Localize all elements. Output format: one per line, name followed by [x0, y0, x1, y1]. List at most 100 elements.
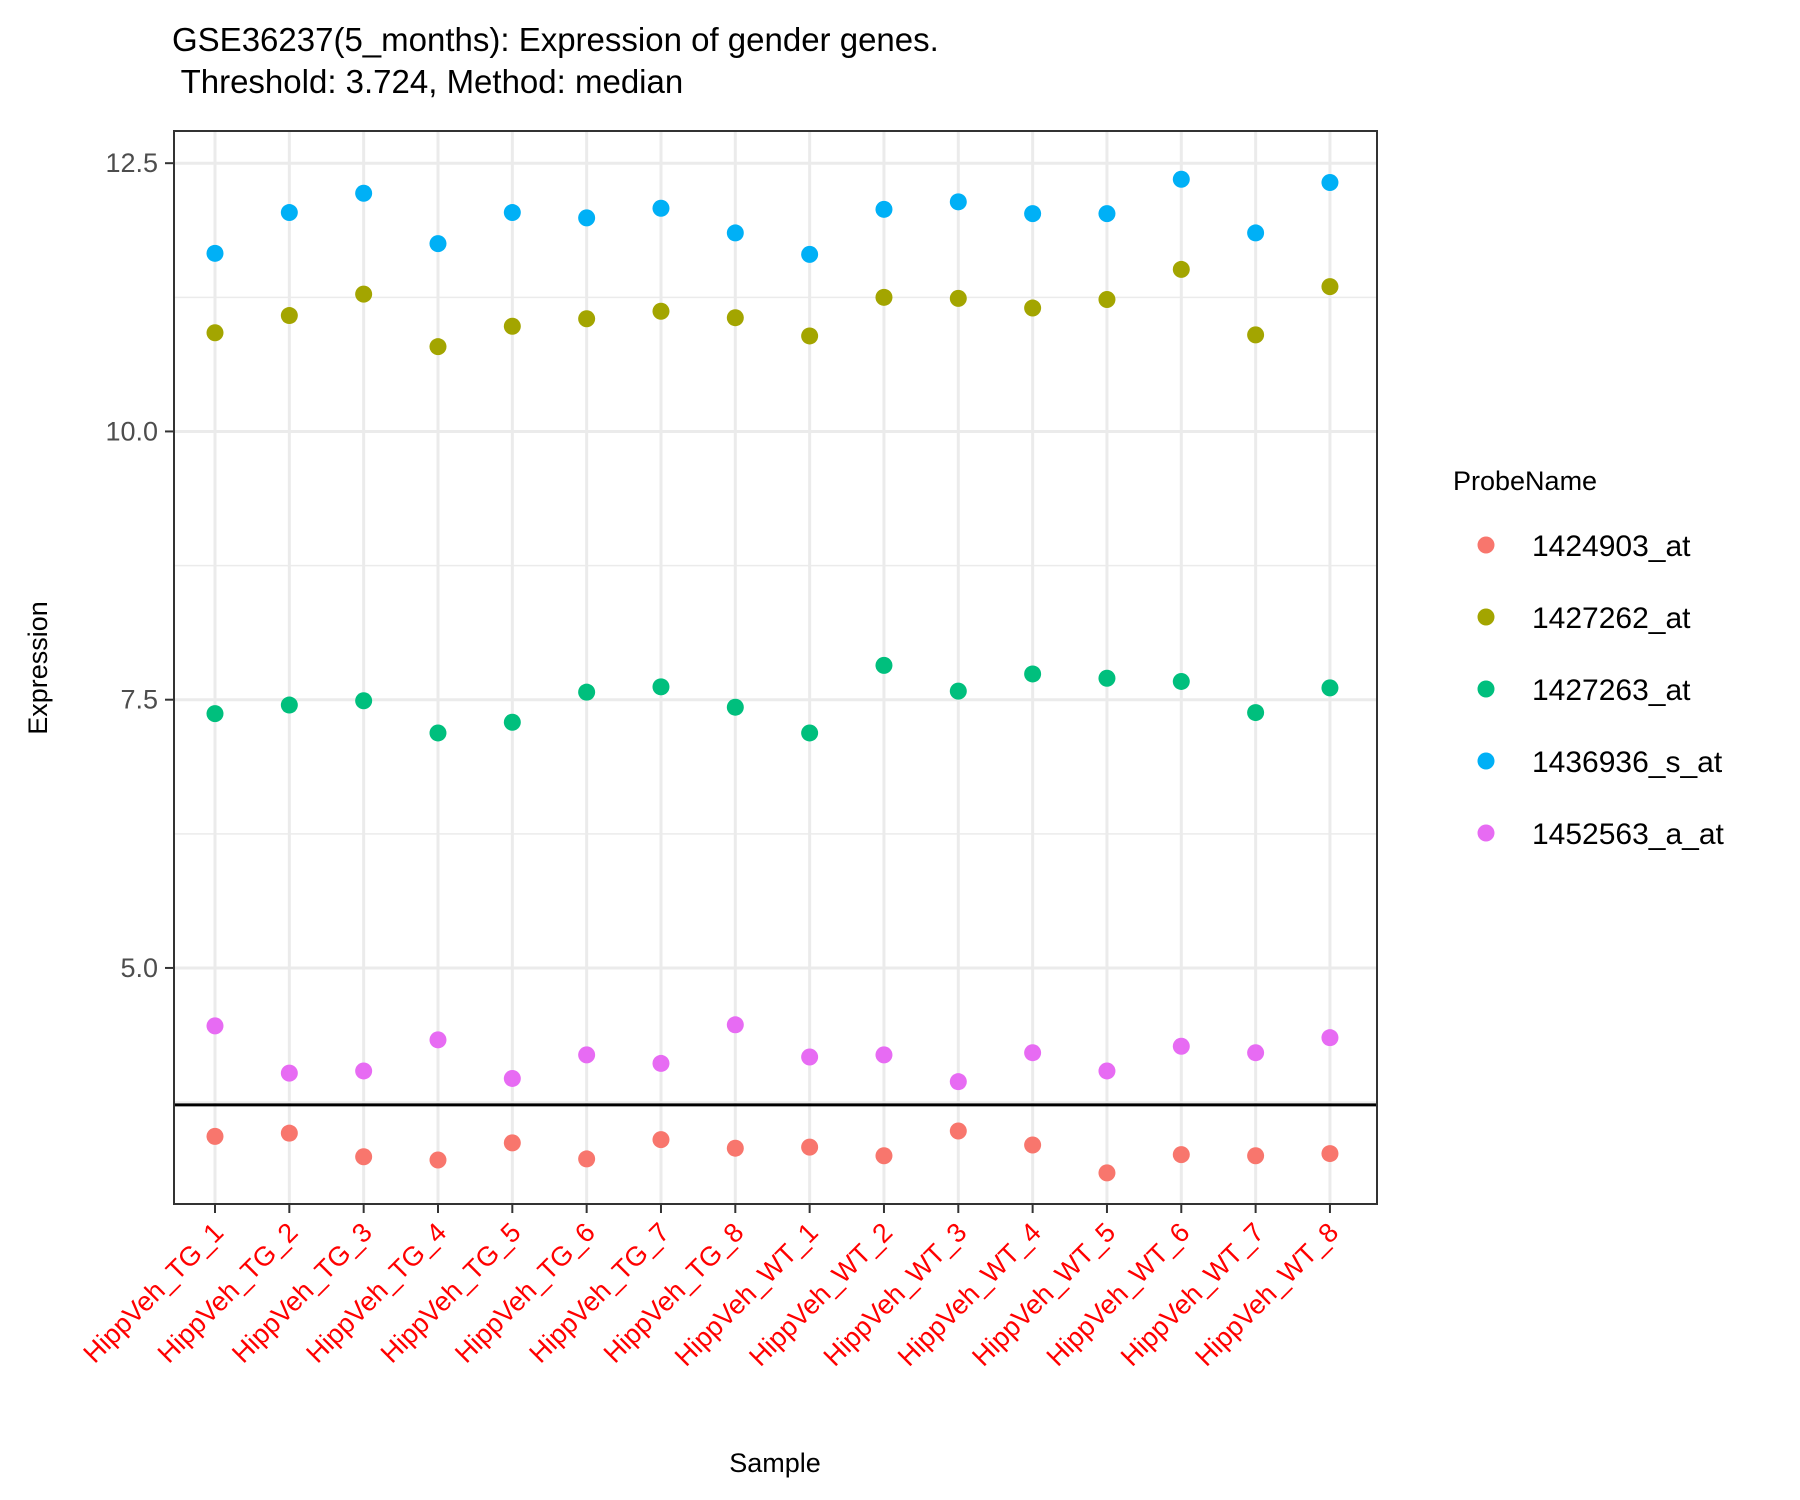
data-point: [1024, 1044, 1042, 1062]
y-axis: 5.0 7.5 10.0 12.5: [105, 148, 174, 983]
y-tick-label: 12.5: [105, 148, 158, 178]
data-point: [1098, 1062, 1116, 1080]
y-tick-label: 7.5: [120, 685, 158, 715]
data-point: [578, 1046, 596, 1064]
data-point: [578, 310, 596, 328]
data-point: [726, 1016, 744, 1034]
data-point: [1247, 224, 1265, 242]
data-point: [801, 1048, 819, 1066]
data-point: [355, 692, 373, 710]
data-point: [1024, 1136, 1042, 1154]
data-point: [206, 1127, 224, 1145]
data-point: [1321, 1145, 1339, 1163]
data-point: [1024, 299, 1042, 317]
data-point: [1172, 170, 1190, 188]
data-point: [355, 184, 373, 202]
legend-key: [1477, 824, 1495, 842]
data-point: [429, 338, 447, 356]
data-point: [1098, 205, 1116, 223]
data-point: [1098, 290, 1116, 308]
legend-key: [1477, 752, 1495, 770]
y-tick-label: 5.0: [120, 953, 158, 983]
data-point: [429, 1151, 447, 1169]
data-point: [1247, 1044, 1265, 1062]
data-point: [355, 1148, 373, 1166]
chart-subtitle: Threshold: 3.724, Method: median: [172, 63, 683, 100]
data-point: [726, 224, 744, 242]
data-point: [875, 1147, 893, 1165]
data-point: [429, 235, 447, 253]
grid-major: [174, 131, 1377, 1204]
data-point: [429, 1031, 447, 1049]
data-point: [1024, 665, 1042, 683]
legend-label: 1436936_s_at: [1532, 746, 1723, 779]
data-point: [1321, 278, 1339, 296]
data-point: [280, 1064, 298, 1082]
data-point: [652, 1131, 670, 1149]
legend-key: [1477, 680, 1495, 698]
data-point: [949, 193, 967, 211]
data-point: [726, 698, 744, 716]
data-point: [875, 288, 893, 306]
data-point: [280, 204, 298, 222]
data-point: [726, 309, 744, 327]
data-point: [1098, 1164, 1116, 1182]
data-point: [206, 705, 224, 723]
data-point: [726, 1139, 744, 1157]
x-axis-title: Sample: [729, 1448, 821, 1478]
data-point: [429, 724, 447, 742]
data-point: [280, 1124, 298, 1142]
legend-title: ProbeName: [1453, 466, 1597, 496]
data-point: [280, 696, 298, 714]
data-point: [801, 1138, 819, 1156]
data-point: [949, 1073, 967, 1091]
legend-label: 1427262_at: [1532, 602, 1691, 635]
legend-key: [1477, 608, 1495, 626]
data-point: [652, 678, 670, 696]
data-point: [652, 302, 670, 320]
data-point: [1172, 672, 1190, 690]
data-point: [1247, 326, 1265, 344]
data-point: [503, 1134, 521, 1152]
data-point: [206, 324, 224, 342]
data-point: [355, 285, 373, 303]
data-point: [652, 1054, 670, 1072]
data-point: [1247, 1147, 1265, 1165]
data-point: [801, 724, 819, 742]
data-point: [206, 244, 224, 262]
data-point: [1321, 174, 1339, 192]
data-point: [578, 683, 596, 701]
y-axis-title: Expression: [23, 601, 53, 735]
chart-title: GSE36237(5_months): Expression of gender…: [172, 21, 939, 58]
data-point: [578, 209, 596, 227]
legend-label: 1452563_a_at: [1532, 818, 1725, 851]
data-point: [875, 1046, 893, 1064]
data-point: [949, 289, 967, 307]
data-point: [875, 200, 893, 218]
legend-items: 1424903_at 1427262_at 1427263_at 1436936_s_…: [1477, 530, 1725, 851]
data-point: [875, 656, 893, 674]
data-point: [355, 1062, 373, 1080]
data-point: [503, 713, 521, 731]
plot-panel: [174, 131, 1377, 1204]
data-point: [801, 245, 819, 263]
data-point: [1321, 679, 1339, 697]
data-point: [1172, 1146, 1190, 1164]
data-point: [503, 1069, 521, 1087]
data-point: [206, 1017, 224, 1035]
y-tick-label: 10.0: [105, 416, 158, 446]
data-point: [1247, 704, 1265, 722]
data-point: [1321, 1029, 1339, 1047]
data-point: [1172, 1037, 1190, 1055]
data-point: [1172, 260, 1190, 278]
data-point: [503, 204, 521, 222]
legend-label: 1424903_at: [1532, 530, 1691, 563]
data-point: [503, 317, 521, 335]
data-point: [1024, 205, 1042, 223]
data-point: [652, 199, 670, 217]
data-point: [578, 1150, 596, 1168]
data-point: [280, 307, 298, 325]
data-point: [949, 1122, 967, 1140]
legend-key: [1477, 536, 1495, 554]
